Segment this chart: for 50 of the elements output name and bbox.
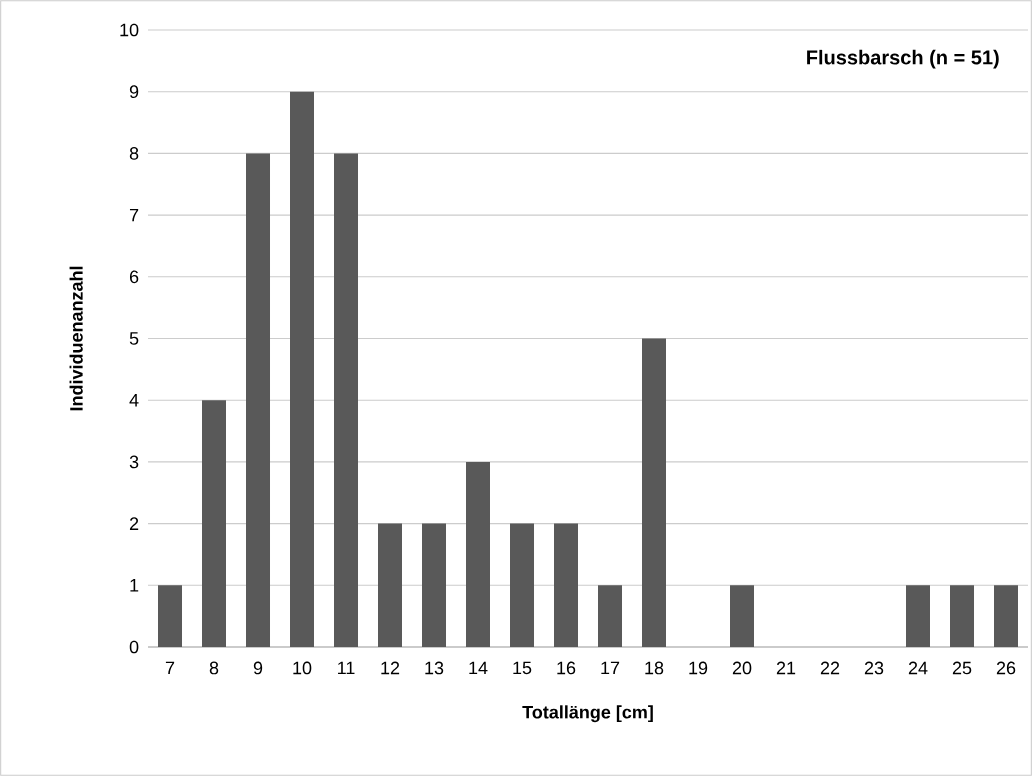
y-tick-label: 4: [129, 394, 139, 407]
x-axis-title: Totallänge [cm]: [522, 705, 653, 723]
x-tick-label: 23: [864, 661, 884, 675]
x-tick-label: 11: [338, 661, 355, 675]
x-tick-label: 22: [820, 661, 840, 675]
x-tick-label: 12: [381, 661, 400, 675]
y-tick-label: 6: [129, 270, 139, 284]
bar: [950, 585, 974, 647]
y-tick-label: 2: [129, 517, 139, 530]
x-tick-label: 19: [689, 661, 708, 675]
bar: [510, 523, 534, 647]
x-tick-label: 10: [293, 661, 312, 675]
y-axis-title: Individuenanzahl: [69, 266, 83, 411]
text: Flussbarsch (n = 51): [807, 49, 999, 69]
x-tick-label: 20: [732, 661, 752, 675]
bar: [730, 585, 754, 647]
x-tick-label: 7: [165, 661, 175, 675]
bar: [202, 400, 226, 647]
bar: [598, 585, 622, 647]
x-tick-label: 14: [469, 661, 488, 675]
x-tick-label: 24: [908, 661, 928, 675]
bar: [378, 523, 402, 647]
x-tick-label: 17: [601, 661, 620, 675]
x-tick-label: 9: [253, 661, 263, 675]
y-tick-label: 7: [129, 208, 139, 222]
bar: [290, 91, 314, 647]
bar: [642, 338, 666, 647]
y-tick-label: 9: [129, 85, 139, 99]
bar: [466, 461, 490, 647]
x-tick-label: 26: [996, 661, 1016, 675]
bar: [422, 523, 446, 647]
x-tick-label: 21: [776, 661, 796, 675]
y-tick-label: 3: [129, 455, 139, 469]
x-tick-label: 18: [645, 661, 664, 675]
y-tick-label: 10: [120, 23, 139, 37]
bar: [334, 153, 358, 647]
x-tick-label: 15: [513, 661, 532, 675]
x-tick-label: 25: [952, 661, 972, 675]
bar: [994, 585, 1018, 647]
bar: [554, 523, 578, 647]
bar: [158, 585, 182, 647]
y-tick-label: 8: [129, 147, 139, 160]
x-tick-label: 8: [209, 661, 219, 675]
y-tick-label: 0: [129, 640, 139, 654]
y-tick-label: 5: [129, 332, 139, 345]
bar: [246, 153, 270, 647]
bar: [906, 585, 930, 647]
y-tick-label: 1: [130, 579, 139, 592]
x-tick-label: 16: [557, 661, 576, 675]
x-tick-label: 13: [425, 661, 444, 675]
